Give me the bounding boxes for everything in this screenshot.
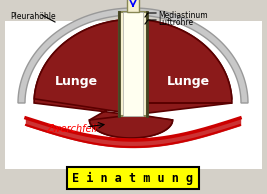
Text: Mediastinum: Mediastinum <box>158 11 208 20</box>
Text: Luftröhre: Luftröhre <box>158 18 193 27</box>
Text: Pleurahöhle: Pleurahöhle <box>10 12 56 21</box>
Bar <box>123 12 143 116</box>
Bar <box>127 0 139 12</box>
Bar <box>5 21 262 169</box>
Bar <box>119 12 147 116</box>
Text: Lunge: Lunge <box>166 75 210 88</box>
Polygon shape <box>18 8 248 103</box>
FancyBboxPatch shape <box>67 167 199 189</box>
Text: E i n a t m u n g: E i n a t m u n g <box>72 171 194 184</box>
Text: Zwerchfell: Zwerchfell <box>46 124 97 134</box>
Text: Lunge: Lunge <box>54 75 97 88</box>
Polygon shape <box>34 19 232 138</box>
Polygon shape <box>34 19 232 138</box>
